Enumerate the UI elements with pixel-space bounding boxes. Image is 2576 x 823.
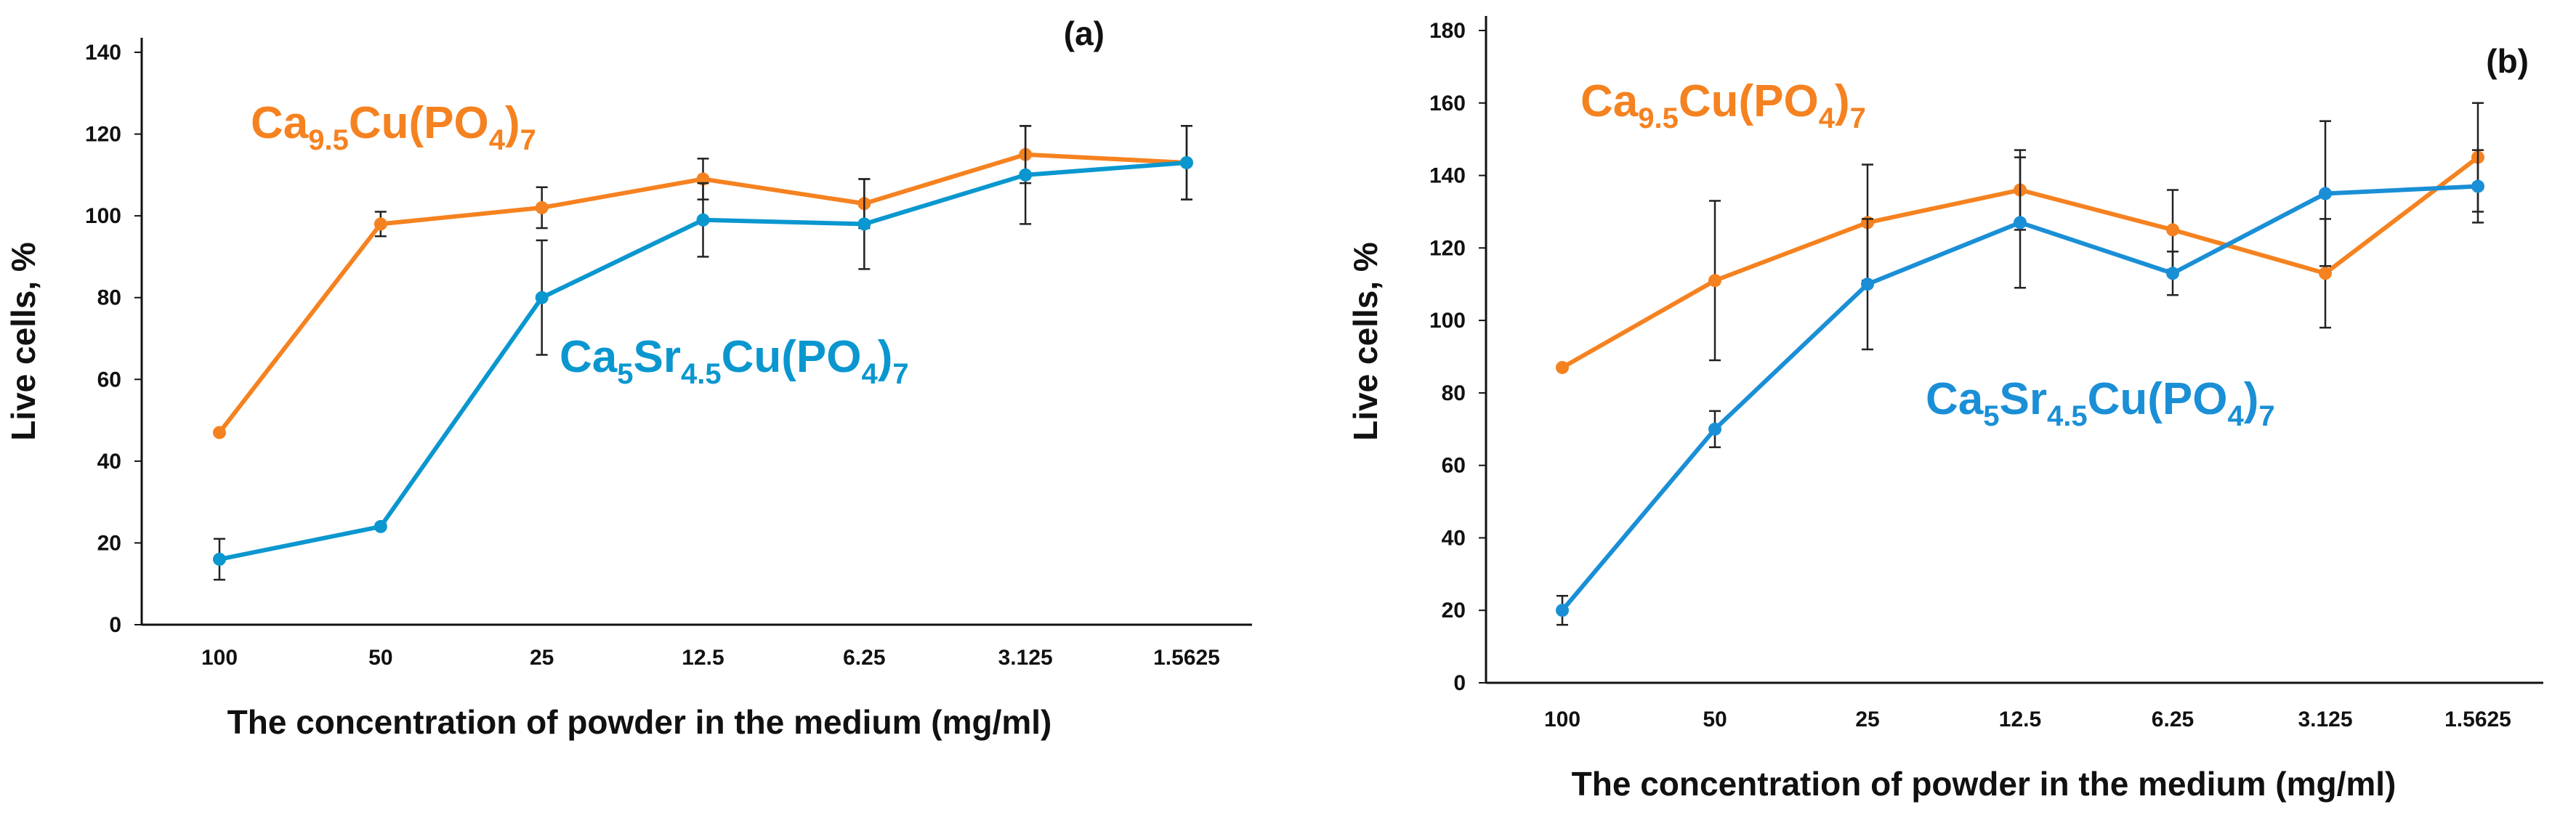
- x-tick-label: 25: [1855, 708, 1879, 731]
- x-tick-label: 12.5: [682, 646, 724, 670]
- series-label-part: ): [1835, 76, 1850, 126]
- x-tick-label: 100: [201, 646, 238, 670]
- panel-label: (b): [2486, 42, 2529, 80]
- chart-panel-a: 0 20 40 60 80 100 120 140 100 50 25 12.5 6.25 3.125 1.…: [4, 15, 1252, 741]
- chart-panel-b: 0 20 40 60 80 100 120 140 160 180 100 50 25 12.5 6.25 3…: [1346, 16, 2543, 803]
- series-label-part: 7: [892, 358, 908, 390]
- series-label-part: Cu(PO: [722, 332, 862, 382]
- series-label-part: 5: [617, 358, 633, 390]
- series-label-part: Sr: [2000, 374, 2047, 424]
- y-tick-label: 60: [1442, 454, 1466, 478]
- x-axis-title: The concentration of powder in the mediu…: [1572, 765, 2397, 803]
- data-point: [374, 217, 387, 231]
- data-point: [2319, 267, 2332, 280]
- x-tick-label: 6.25: [2152, 708, 2194, 731]
- series-label-part: Cu(PO: [349, 98, 489, 148]
- data-point: [535, 200, 549, 214]
- x-tick-label: 1.5625: [1153, 646, 1220, 670]
- data-point: [1556, 604, 1569, 617]
- series-label-part: Ca: [1926, 374, 1984, 424]
- series-label-part: 4: [2227, 400, 2244, 432]
- x-axis-title: The concentration of powder in the mediu…: [227, 703, 1052, 741]
- series-ca5sr4-5cu: [1556, 120, 2484, 626]
- series-label-part: Ca: [560, 332, 618, 382]
- y-tick-label: 80: [1442, 381, 1466, 405]
- data-point: [213, 552, 226, 566]
- y-tick-label: 20: [97, 531, 121, 555]
- series-label-part: Sr: [634, 332, 681, 382]
- series-label: Ca5Sr4.5Cu(PO4)7: [1926, 374, 2275, 432]
- data-point: [2471, 179, 2484, 193]
- y-tick-label: 160: [1429, 92, 1466, 115]
- x-tick-label: 12.5: [1999, 708, 2041, 731]
- series-label-part: 7: [520, 124, 536, 156]
- panel-label: (a): [1064, 15, 1105, 52]
- series-label-part: Ca: [1580, 76, 1639, 126]
- y-tick-label: 120: [1429, 236, 1466, 260]
- data-point: [213, 426, 226, 439]
- series-label-part: 9.5: [1638, 102, 1679, 134]
- series-label-part: 4: [1819, 102, 1836, 134]
- y-tick-label: 20: [1442, 599, 1466, 623]
- data-point: [1861, 277, 1874, 291]
- data-point: [1180, 155, 1193, 169]
- data-point: [374, 519, 387, 533]
- y-tick-label: 0: [1453, 671, 1466, 695]
- x-tick-label: 50: [1703, 708, 1727, 731]
- series-label-part: ): [2244, 374, 2259, 424]
- series-label-part: Ca: [251, 98, 309, 148]
- series-label-part: 4: [489, 124, 506, 156]
- data-point: [1556, 360, 1569, 374]
- y-tick-label: 0: [109, 613, 121, 637]
- y-tick-label: 100: [1429, 309, 1466, 333]
- x-tick-label: 3.125: [2298, 708, 2352, 731]
- y-tick-label: 40: [97, 450, 121, 474]
- y-tick-label: 60: [97, 368, 121, 392]
- data-point: [2166, 267, 2179, 280]
- y-tick-label: 40: [1442, 526, 1466, 550]
- series-ca5sr4-5cu: [213, 125, 1193, 581]
- x-tick-label: 3.125: [998, 646, 1053, 670]
- data-point: [535, 291, 549, 304]
- series-label-part: 5: [1983, 400, 1999, 432]
- y-tick-label: 140: [85, 41, 121, 65]
- y-tick-label: 80: [97, 286, 121, 310]
- x-tick-label: 1.5625: [2444, 708, 2511, 731]
- x-tick-label: 25: [530, 646, 554, 670]
- series-label-part: ): [878, 332, 893, 382]
- series-label: Ca9.5Cu(PO4)7: [251, 98, 536, 156]
- y-tick-label: 100: [85, 204, 121, 228]
- series-label: Ca5Sr4.5Cu(PO4)7: [560, 332, 909, 390]
- series-label-part: Cu(PO: [1679, 76, 1819, 126]
- x-tick-label: 6.25: [843, 646, 885, 670]
- data-point: [1019, 168, 1033, 182]
- data-point: [696, 213, 710, 227]
- series-label-part: 9.5: [308, 124, 349, 156]
- series-label-part: 4.5: [2047, 400, 2088, 432]
- series-label-part: 7: [2258, 400, 2274, 432]
- data-point: [857, 217, 871, 231]
- series-label-part: ): [505, 98, 520, 148]
- data-point: [2166, 223, 2179, 237]
- series-label-part: Cu(PO: [2088, 374, 2228, 424]
- x-tick-label: 50: [368, 646, 392, 670]
- series-label-part: 7: [1850, 102, 1866, 134]
- data-point: [2319, 187, 2332, 200]
- y-tick-label: 140: [1429, 164, 1466, 188]
- data-point: [1708, 422, 1721, 436]
- data-point: [1708, 274, 1721, 288]
- x-tick-label: 100: [1544, 708, 1580, 731]
- series-label-part: 4: [861, 358, 878, 390]
- series-label-part: 4.5: [681, 358, 722, 390]
- y-axis-title: Live cells, %: [1346, 242, 1384, 441]
- y-axis-title: Live cells, %: [4, 242, 42, 441]
- y-tick-label: 120: [85, 123, 121, 147]
- y-tick-label: 180: [1429, 19, 1466, 43]
- data-point: [2014, 216, 2027, 230]
- series-label: Ca9.5Cu(PO4)7: [1580, 76, 1866, 134]
